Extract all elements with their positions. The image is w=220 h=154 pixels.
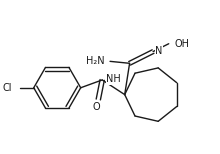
Text: H₂N: H₂N xyxy=(86,56,104,66)
Text: O: O xyxy=(93,102,100,112)
Text: H: H xyxy=(111,76,118,85)
Text: NH: NH xyxy=(106,74,121,84)
Text: OH: OH xyxy=(175,39,190,49)
Text: N: N xyxy=(155,46,162,56)
Text: Cl: Cl xyxy=(3,83,12,93)
